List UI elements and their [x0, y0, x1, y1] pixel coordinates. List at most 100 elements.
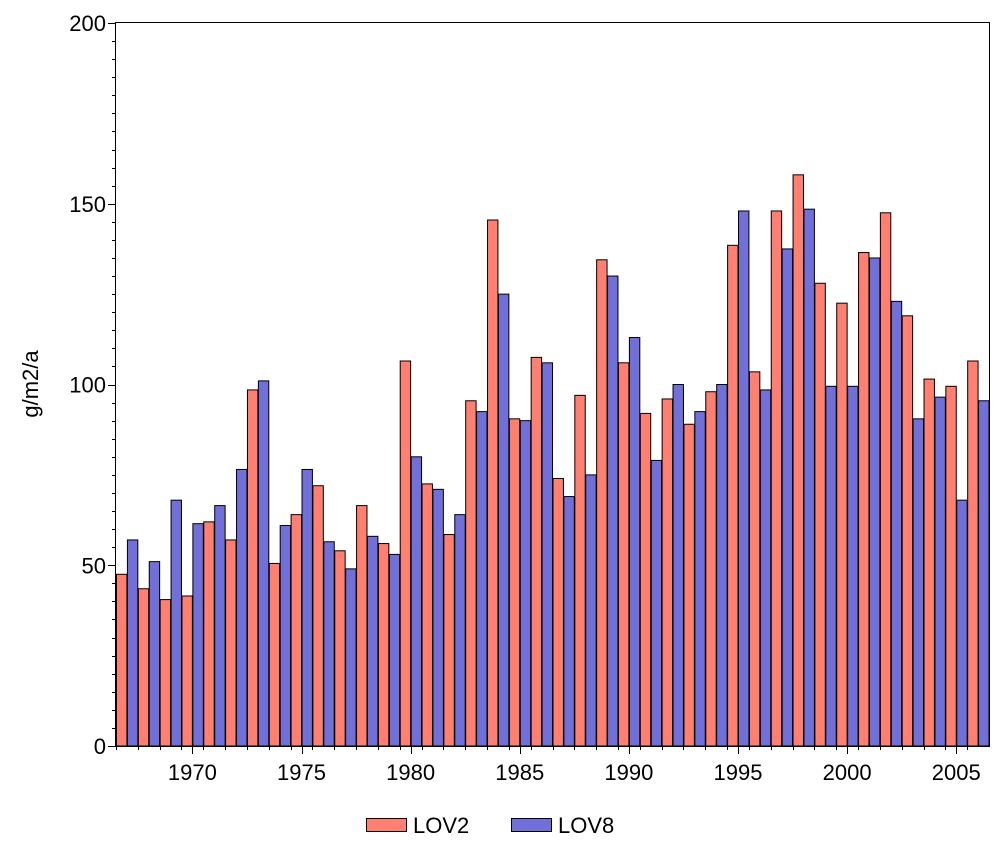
legend-label-lov2: LOV2	[413, 813, 469, 838]
bar-lov2-1979	[377, 543, 390, 747]
bar-lov2-1999	[814, 282, 826, 747]
bar-lov8-2005	[956, 499, 968, 747]
bar-lov2-1971	[203, 521, 215, 747]
bar-lov8-1994	[716, 384, 728, 747]
bar-lov8-1972	[236, 468, 248, 747]
bar-lov8-1985	[519, 420, 532, 747]
bar-lov2-2000	[836, 302, 848, 747]
bar-lov2-2004	[923, 378, 935, 747]
y-tick-label: 200	[69, 11, 106, 36]
bar-lov8-1971	[214, 505, 226, 747]
bar-lov2-1997	[770, 210, 783, 747]
y-tick-label: 100	[69, 373, 106, 398]
bar-lov2-1985	[508, 418, 521, 747]
bar-lov8-1988	[585, 474, 597, 747]
bar-lov2-1996	[748, 371, 761, 747]
x-tick-label: 1990	[604, 760, 653, 785]
x-tick-label: 1975	[277, 760, 326, 785]
legend-label-lov8: LOV8	[558, 813, 614, 838]
bar-lov8-1982	[454, 514, 466, 747]
bar-lov2-1976	[312, 485, 324, 747]
bar-lov8-1993	[694, 411, 706, 747]
bar-lov8-1992	[672, 384, 684, 747]
bar-lov8-1995	[738, 210, 750, 747]
bar-lov2-1982	[443, 534, 455, 747]
bar-lov2-1973	[246, 389, 259, 747]
bar-lov8-1979	[388, 553, 401, 747]
bar-lov2-1977	[334, 550, 346, 747]
bar-lov8-1975	[301, 468, 313, 747]
bar-lov8-1981	[432, 488, 444, 747]
x-tick-label: 1980	[386, 760, 435, 785]
plot-frame	[115, 22, 990, 747]
bar-lov2-1988	[574, 394, 586, 747]
bar-lov2-1972	[225, 539, 237, 747]
bar-lov2-1990	[617, 362, 630, 747]
x-axis: 1970 1975 1980 1985 1990 1995 2000 2005	[116, 746, 981, 785]
y-axis: 0 50 100 150 200	[69, 11, 116, 759]
bar-lov2-1981	[421, 483, 433, 747]
bar-lov8-1998	[803, 208, 815, 747]
bar-lov8-1980	[410, 456, 423, 747]
legend-swatch-lov2	[366, 818, 407, 832]
bar-lov2-1998	[792, 174, 804, 747]
bar-lov8-1967	[126, 539, 139, 747]
x-tick-label: 1985	[495, 760, 544, 785]
bar-lov2-1980	[399, 360, 412, 747]
bar-lov8-1997	[781, 248, 794, 747]
bar-lov8-1977	[345, 568, 357, 747]
bar-lov2-1978	[356, 505, 368, 747]
bar-lov2-1968	[137, 588, 150, 747]
bar-lov2-1974	[268, 562, 281, 747]
bar-lov8-1970	[192, 523, 204, 747]
bar-lov2-1987	[552, 477, 564, 747]
bar-lov8-2000	[847, 385, 859, 747]
bar-lov8-1974	[279, 524, 292, 747]
bar-lov8-2002	[890, 300, 903, 747]
y-tick-label: 150	[69, 192, 106, 217]
bar-lov8-1976	[323, 541, 335, 747]
bar-lov8-2006	[978, 400, 990, 747]
bar-lov8-1987	[563, 496, 575, 747]
bar-lov2-1969	[159, 599, 172, 747]
bar-lov2-2001	[858, 252, 870, 747]
bar-lov8-2001	[868, 257, 881, 747]
bars-layer	[116, 174, 990, 747]
bar-lov8-1986	[541, 362, 554, 747]
bar-lov2-1984	[487, 219, 499, 747]
bar-lov2-1994	[705, 391, 717, 747]
bar-lov2-1991	[639, 412, 652, 747]
y-tick-label: 0	[94, 734, 106, 759]
bar-lov8-1968	[148, 561, 161, 747]
x-tick-label: 2000	[823, 760, 872, 785]
bar-lov2-1983	[465, 400, 477, 747]
x-tick-label: 1970	[168, 760, 217, 785]
bar-lov2-1986	[530, 356, 543, 747]
x-tick-label: 2005	[932, 760, 981, 785]
bar-lov2-1967	[116, 573, 128, 747]
bar-lov2-2006	[967, 360, 979, 747]
bar-lov8-1983	[476, 411, 488, 747]
bar-lov8-2004	[934, 396, 946, 747]
y-tick-label: 50	[82, 553, 106, 578]
bar-lov8-1999	[825, 385, 837, 747]
bar-lov2-2002	[879, 212, 892, 747]
bar-lov2-1992	[661, 398, 674, 747]
bar-lov8-1990	[628, 337, 641, 747]
bar-lov8-1991	[650, 459, 663, 747]
bar-lov8-1969	[170, 499, 182, 747]
bar-lov2-1970	[181, 595, 193, 747]
bar-lov8-1989	[607, 275, 619, 747]
legend-swatch-lov8	[511, 818, 552, 832]
y-axis-title: g/m2/a	[18, 350, 43, 418]
bar-lov8-1978	[366, 535, 379, 747]
legend: LOV2 LOV8	[366, 813, 614, 838]
bar-lov2-1993	[683, 423, 695, 747]
bar-lov8-1973	[257, 380, 270, 747]
bar-lov8-1996	[759, 389, 772, 747]
bar-lov2-1989	[596, 259, 608, 747]
bar-lov2-1975	[290, 514, 303, 747]
bar-lov2-2005	[945, 385, 957, 747]
bar-lov8-2003	[912, 418, 925, 747]
